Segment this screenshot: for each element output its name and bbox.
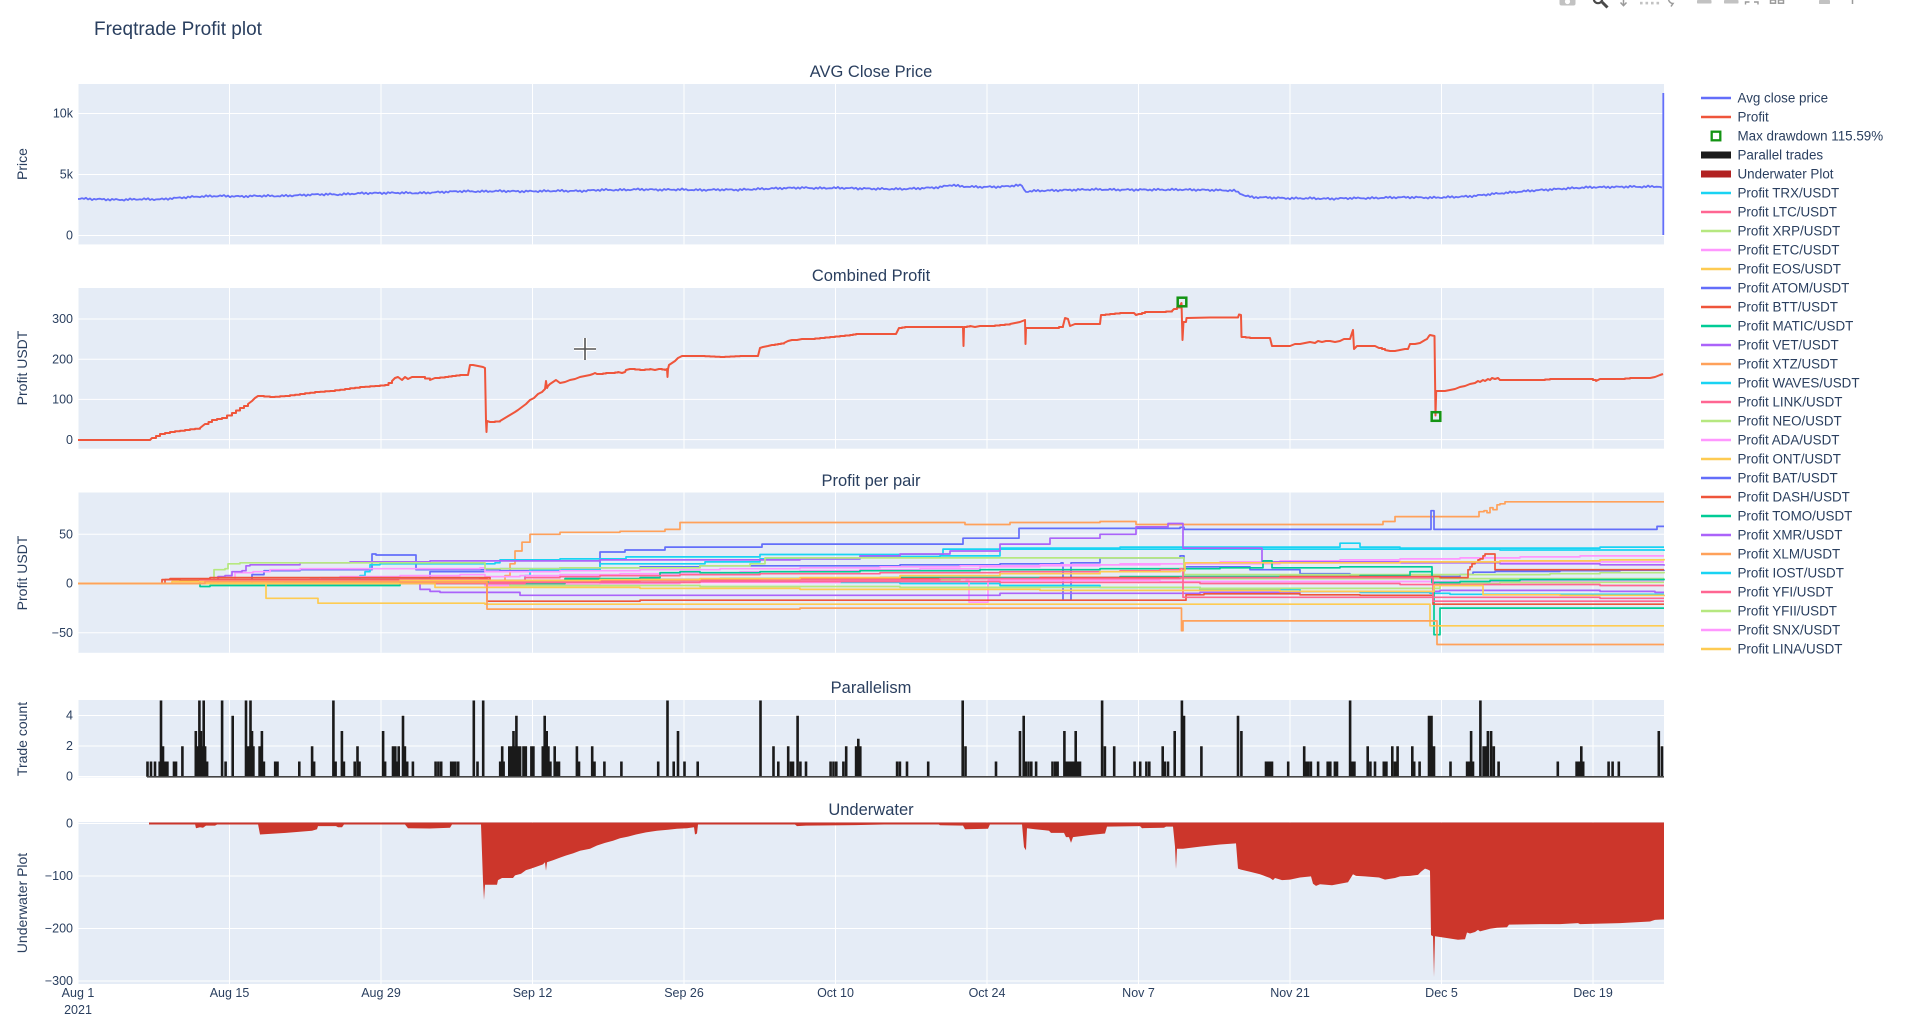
svg-text:Profit WAVES/USDT: Profit WAVES/USDT	[1738, 376, 1860, 391]
svg-text:50: 50	[59, 528, 73, 542]
svg-text:5k: 5k	[60, 168, 74, 182]
svg-text:0: 0	[66, 577, 73, 591]
svg-text:Profit ETC/USDT: Profit ETC/USDT	[1738, 243, 1840, 258]
svg-text:Underwater Plot: Underwater Plot	[1738, 167, 1834, 182]
svg-text:Aug 15: Aug 15	[210, 986, 250, 1000]
svg-text:Profit ATOM/USDT: Profit ATOM/USDT	[1738, 281, 1850, 296]
svg-text:Sep 12: Sep 12	[513, 986, 553, 1000]
svg-text:Freqtrade Profit plot: Freqtrade Profit plot	[94, 19, 263, 40]
svg-text:2: 2	[66, 739, 73, 753]
svg-text:Trade count: Trade count	[14, 702, 30, 776]
svg-text:Underwater Plot: Underwater Plot	[14, 853, 30, 953]
svg-text:AVG Close Price: AVG Close Price	[810, 63, 933, 81]
svg-text:0: 0	[66, 817, 73, 831]
svg-text:Profit XLM/USDT: Profit XLM/USDT	[1738, 547, 1841, 562]
svg-text:Underwater: Underwater	[828, 801, 914, 819]
svg-text:Max drawdown 115.59%: Max drawdown 115.59%	[1738, 129, 1884, 144]
svg-text:2021: 2021	[64, 1003, 92, 1017]
svg-text:Profit XTZ/USDT: Profit XTZ/USDT	[1738, 357, 1838, 372]
svg-text:Profit per pair: Profit per pair	[821, 472, 921, 490]
svg-text:Profit NEO/USDT: Profit NEO/USDT	[1738, 414, 1842, 429]
svg-text:Profit BTT/USDT: Profit BTT/USDT	[1738, 300, 1838, 315]
svg-text:Profit TRX/USDT: Profit TRX/USDT	[1738, 186, 1840, 201]
svg-text:Profit LINK/USDT: Profit LINK/USDT	[1738, 395, 1843, 410]
svg-text:Profit BAT/USDT: Profit BAT/USDT	[1738, 471, 1838, 486]
svg-text:0: 0	[66, 770, 73, 784]
svg-text:Profit XRP/USDT: Profit XRP/USDT	[1738, 224, 1841, 239]
svg-text:Profit XMR/USDT: Profit XMR/USDT	[1738, 528, 1843, 543]
svg-text:4: 4	[66, 709, 73, 723]
svg-text:Profit LTC/USDT: Profit LTC/USDT	[1738, 205, 1837, 220]
svg-text:10k: 10k	[53, 107, 74, 121]
svg-text:200: 200	[52, 352, 73, 366]
svg-text:Profit ONT/USDT: Profit ONT/USDT	[1738, 452, 1841, 467]
svg-text:Profit YFI/USDT: Profit YFI/USDT	[1738, 585, 1834, 600]
svg-text:Parallel trades: Parallel trades	[1738, 148, 1824, 163]
svg-text:Profit SNX/USDT: Profit SNX/USDT	[1738, 623, 1841, 638]
svg-text:Oct 24: Oct 24	[969, 986, 1006, 1000]
svg-text:−50: −50	[52, 626, 73, 640]
svg-text:Oct 10: Oct 10	[817, 986, 854, 1000]
svg-text:0: 0	[66, 229, 73, 243]
svg-text:Profit DASH/USDT: Profit DASH/USDT	[1738, 490, 1850, 505]
svg-text:Price: Price	[14, 148, 30, 180]
svg-text:Aug 29: Aug 29	[361, 986, 401, 1000]
svg-text:Dec 5: Dec 5	[1425, 986, 1458, 1000]
svg-text:0: 0	[66, 433, 73, 447]
svg-text:Profit YFII/USDT: Profit YFII/USDT	[1738, 604, 1837, 619]
svg-text:Profit: Profit	[1738, 110, 1770, 125]
svg-text:Sep 26: Sep 26	[664, 986, 704, 1000]
svg-text:Nov 21: Nov 21	[1270, 986, 1310, 1000]
svg-text:−200: −200	[45, 922, 73, 936]
svg-text:Profit USDT: Profit USDT	[14, 535, 30, 610]
svg-text:Profit TOMO/USDT: Profit TOMO/USDT	[1738, 509, 1853, 524]
svg-text:Parallelism: Parallelism	[831, 679, 912, 697]
svg-text:−300: −300	[45, 974, 73, 988]
svg-text:Profit ADA/USDT: Profit ADA/USDT	[1738, 433, 1840, 448]
svg-text:Profit USDT: Profit USDT	[14, 330, 30, 405]
svg-text:Nov 7: Nov 7	[1122, 986, 1155, 1000]
svg-text:Avg close price: Avg close price	[1738, 91, 1829, 106]
svg-text:Aug 1: Aug 1	[62, 986, 95, 1000]
svg-text:Combined Profit: Combined Profit	[812, 267, 931, 285]
svg-text:Profit LINA/USDT: Profit LINA/USDT	[1738, 642, 1843, 657]
svg-text:300: 300	[52, 312, 73, 326]
svg-text:Profit MATIC/USDT: Profit MATIC/USDT	[1738, 319, 1854, 334]
svg-text:Dec 19: Dec 19	[1573, 986, 1613, 1000]
svg-text:Profit VET/USDT: Profit VET/USDT	[1738, 338, 1839, 353]
svg-text:Profit EOS/USDT: Profit EOS/USDT	[1738, 262, 1841, 277]
svg-text:100: 100	[52, 393, 73, 407]
svg-text:−100: −100	[45, 869, 73, 883]
svg-text:Profit IOST/USDT: Profit IOST/USDT	[1738, 566, 1844, 581]
